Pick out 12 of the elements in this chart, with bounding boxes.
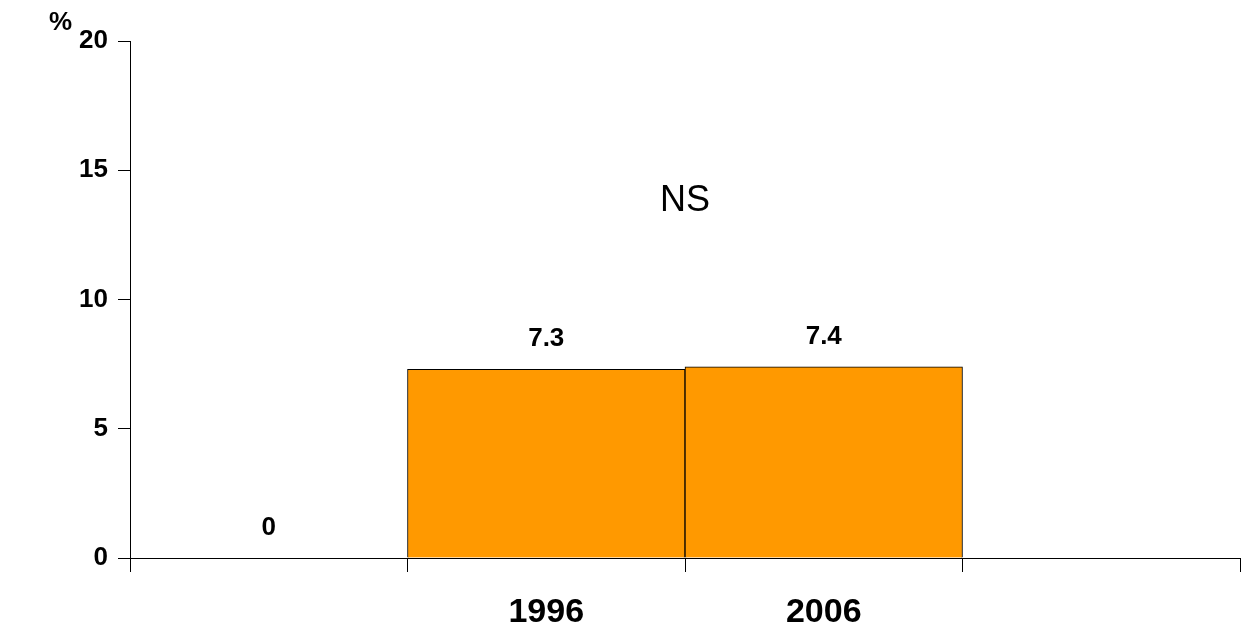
x-tick-label: 1996 — [508, 590, 585, 629]
y-tick-label: 20 — [79, 24, 108, 55]
y-tick-label: 0 — [93, 541, 108, 572]
x-tick-label: 2006 — [785, 590, 862, 629]
y-tick-label: 15 — [79, 153, 108, 184]
y-tick-label: 5 — [93, 411, 108, 442]
data-label: 7.3 — [528, 322, 565, 353]
data-label: 7.4 — [805, 319, 843, 350]
y-axis-title: % — [48, 6, 72, 37]
data-label: 0 — [261, 511, 276, 542]
annotation: NS — [659, 178, 711, 220]
y-tick-label: 10 — [79, 282, 108, 313]
